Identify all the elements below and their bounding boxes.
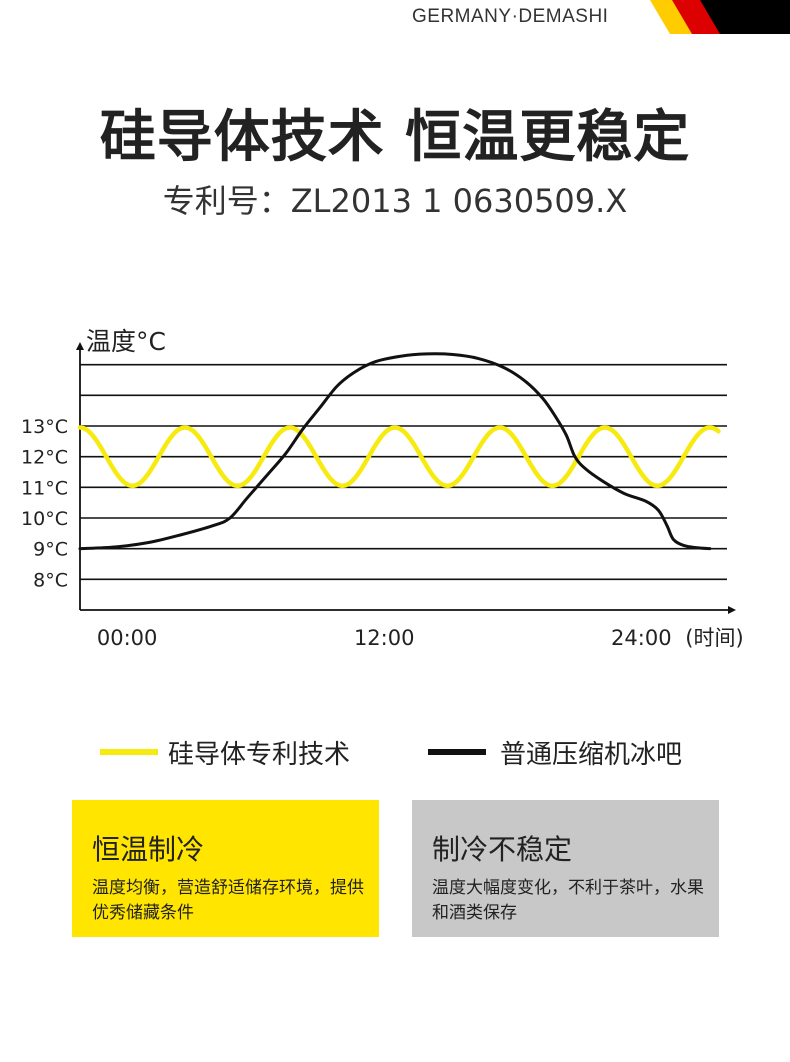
card-text: 温度均衡，营造舒适储存环境，提供优秀储藏条件 [92, 878, 364, 923]
x-tick-label-0: 00:00 [97, 626, 158, 650]
series-line-compressor [78, 352, 712, 551]
card-text: 温度大幅度变化，不利于茶叶，水果和酒类保存 [432, 878, 704, 923]
german-flag-stripes-icon [650, 0, 790, 34]
card-title: 恒温制冷 [92, 833, 205, 866]
legend-item-compressor: 普通压缩机冰吧 [428, 732, 728, 772]
x-tick-label-24: 24:00 [611, 626, 672, 650]
y-tick-label: 8°C [33, 569, 68, 591]
brand-header: GERMANY·DEMASHI [0, 0, 790, 34]
patent-number: 专利号：ZL2013 1 0630509.X [162, 182, 628, 220]
card-unstable-cooling: 制冷不稳定 温度大幅度变化，不利于茶叶，水果和酒类保存 [412, 800, 719, 937]
y-tick-label: 13°C [21, 416, 68, 438]
card-constant-cooling: 恒温制冷 温度均衡，营造舒适储存环境，提供优秀储藏条件 [72, 800, 379, 937]
y-axis-arrow-icon [76, 342, 84, 350]
x-axis-label: (时间) [685, 626, 743, 650]
temperature-chart: 温度°C 13°C 12°C 11°C 10°C 9°C 8°C 00:00 12:00 24:0… [21, 327, 744, 650]
card-title: 制冷不稳定 [432, 833, 573, 866]
page-title: 硅导体技术 恒温更稳定 [99, 105, 691, 170]
y-tick-label: 11°C [21, 477, 68, 499]
brand-name: GERMANY·DEMASHI [412, 6, 609, 27]
legend-swatch-silicon [100, 749, 158, 755]
y-axis-label: 温度°C [86, 327, 166, 356]
y-tick-label: 10°C [21, 508, 68, 530]
y-tick-label: 9°C [33, 539, 68, 561]
legend-label-silicon: 硅导体专利技术 [168, 740, 351, 770]
legend-item-silicon: 硅导体专利技术 [100, 732, 380, 772]
flag-stripe-red [672, 0, 722, 34]
legend-swatch-compressor [428, 749, 486, 755]
y-tick-label: 12°C [21, 447, 68, 469]
legend-label-compressor: 普通压缩机冰吧 [500, 740, 683, 770]
series-line-silicon [77, 425, 721, 489]
flag-stripe-black [700, 0, 790, 34]
x-axis-arrow-icon [728, 606, 736, 614]
x-tick-label-12: 12:00 [354, 626, 415, 650]
